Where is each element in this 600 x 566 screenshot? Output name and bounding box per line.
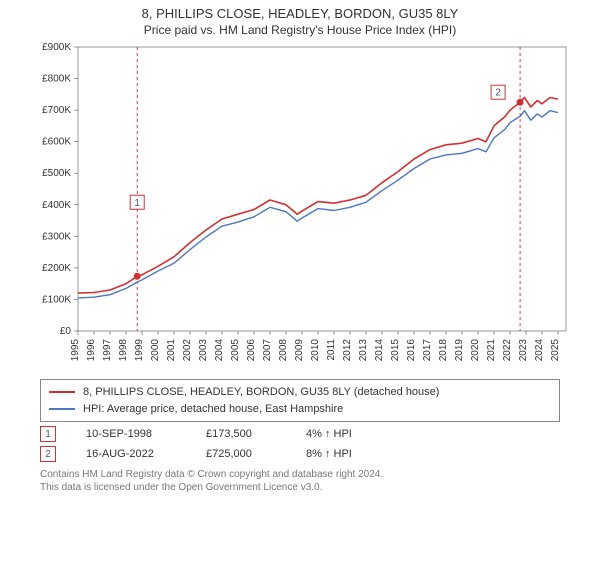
legend-item-hpi: HPI: Average price, detached house, East… (49, 401, 551, 418)
legend-item-property: 8, PHILLIPS CLOSE, HEADLEY, BORDON, GU35… (49, 384, 551, 401)
svg-text:1: 1 (134, 198, 140, 209)
txn-delta: 8% ↑ HPI (306, 448, 352, 460)
svg-text:£600K: £600K (42, 137, 71, 148)
svg-text:2018: 2018 (438, 339, 449, 362)
svg-text:1999: 1999 (134, 339, 145, 362)
txn-price: £173,500 (206, 428, 296, 440)
page-subtitle: Price paid vs. HM Land Registry's House … (0, 23, 600, 37)
marker-badge: 2 (40, 446, 56, 462)
txn-date: 16-AUG-2022 (86, 448, 196, 460)
svg-text:2024: 2024 (534, 339, 545, 362)
svg-text:£200K: £200K (42, 263, 71, 274)
svg-text:£400K: £400K (42, 200, 71, 211)
svg-text:2021: 2021 (486, 339, 497, 362)
svg-text:2016: 2016 (406, 339, 417, 362)
svg-text:2001: 2001 (166, 339, 177, 362)
txn-price: £725,000 (206, 448, 296, 460)
svg-text:£800K: £800K (42, 74, 71, 85)
legend: 8, PHILLIPS CLOSE, HEADLEY, BORDON, GU35… (40, 379, 560, 422)
svg-text:2007: 2007 (262, 339, 273, 362)
svg-text:2012: 2012 (342, 339, 353, 362)
svg-text:2022: 2022 (502, 339, 513, 362)
svg-text:2025: 2025 (550, 339, 561, 362)
svg-text:2017: 2017 (422, 339, 433, 362)
legend-label-property: 8, PHILLIPS CLOSE, HEADLEY, BORDON, GU35… (83, 384, 439, 401)
marker-badge: 1 (40, 426, 56, 442)
page-title: 8, PHILLIPS CLOSE, HEADLEY, BORDON, GU35… (0, 6, 600, 21)
svg-text:2002: 2002 (182, 339, 193, 362)
svg-text:2010: 2010 (310, 339, 321, 362)
svg-text:£700K: £700K (42, 105, 71, 116)
legend-label-hpi: HPI: Average price, detached house, East… (83, 401, 343, 418)
legend-swatch-property (49, 391, 75, 393)
svg-text:2014: 2014 (374, 339, 385, 362)
svg-text:1997: 1997 (102, 339, 113, 362)
table-row: 2 16-AUG-2022 £725,000 8% ↑ HPI (40, 446, 560, 462)
svg-text:1996: 1996 (86, 339, 97, 362)
txn-delta: 4% ↑ HPI (306, 428, 352, 440)
svg-text:2000: 2000 (150, 339, 161, 362)
svg-text:2008: 2008 (278, 339, 289, 362)
footnote-line: Contains HM Land Registry data © Crown c… (40, 468, 560, 481)
svg-text:2015: 2015 (390, 339, 401, 362)
svg-text:2003: 2003 (198, 339, 209, 362)
footnote: Contains HM Land Registry data © Crown c… (40, 468, 560, 494)
price-chart: £0 £100K £200K £300K £400K £500K £600K £700K £80… (20, 41, 580, 371)
svg-text:£300K: £300K (42, 231, 71, 242)
footnote-line: This data is licensed under the Open Gov… (40, 481, 560, 494)
svg-text:£100K: £100K (42, 294, 71, 305)
svg-text:2013: 2013 (358, 339, 369, 362)
svg-text:2009: 2009 (294, 339, 305, 362)
table-row: 1 10-SEP-1998 £173,500 4% ↑ HPI (40, 426, 560, 442)
svg-text:2005: 2005 (230, 339, 241, 362)
transactions: 1 10-SEP-1998 £173,500 4% ↑ HPI 2 16-AUG… (40, 426, 560, 462)
svg-text:£900K: £900K (42, 42, 71, 53)
legend-swatch-hpi (49, 408, 75, 410)
svg-text:2: 2 (495, 88, 501, 99)
svg-text:2020: 2020 (470, 339, 481, 362)
svg-text:2006: 2006 (246, 339, 257, 362)
svg-text:2023: 2023 (518, 339, 529, 362)
svg-text:£500K: £500K (42, 168, 71, 179)
svg-text:2019: 2019 (454, 339, 465, 362)
svg-text:£0: £0 (60, 326, 72, 337)
svg-text:1998: 1998 (118, 339, 129, 362)
txn-date: 10-SEP-1998 (86, 428, 196, 440)
svg-text:2011: 2011 (326, 339, 337, 361)
svg-text:1995: 1995 (70, 339, 81, 362)
svg-text:2004: 2004 (214, 339, 225, 362)
